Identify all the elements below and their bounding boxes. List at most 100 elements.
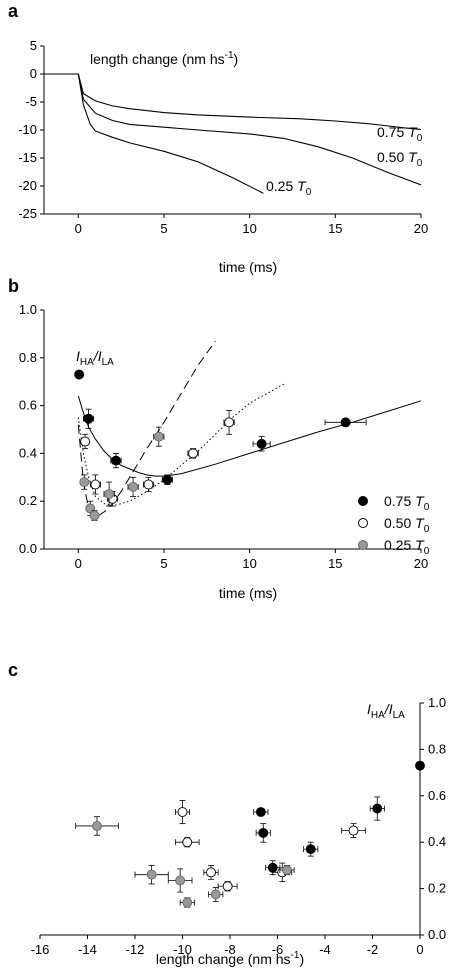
c-x-tick-label: -2 — [367, 942, 379, 957]
svg-text:0.75 T0: 0.75 T0 — [377, 124, 423, 144]
c-x-tick-label: -6 — [272, 942, 284, 957]
c-point-s2-2 — [175, 875, 186, 886]
panel-b-data-points — [74, 369, 367, 521]
c-y-tick-label: 0.4 — [428, 834, 446, 849]
b-y-tick-label: 0.4 — [19, 445, 37, 460]
c-point-s2-5 — [282, 865, 292, 875]
c-y-tick-label: 0.0 — [428, 927, 446, 942]
panel-c-chart: c 0.0 0.2 0.4 0.6 0.8 1.0 -16 -14 -12 -10 -8 -6 -4 -2… — [8, 660, 446, 967]
b-fit-solid — [77, 395, 422, 477]
b-point-s2-3 — [104, 489, 115, 499]
c-point-s2-4 — [210, 889, 221, 900]
c-y-tick-label: 0.8 — [428, 741, 446, 756]
b-x-tick-label: 5 — [160, 556, 167, 571]
b-point-s0-0 — [74, 369, 85, 380]
b-point-s0-5 — [340, 417, 351, 428]
c-point-s0-2 — [305, 844, 316, 855]
a-x-tick-label: 10 — [242, 221, 256, 236]
c-point-s1-0 — [348, 825, 359, 836]
c-point-s0-3 — [258, 827, 269, 838]
b-point-s0-3 — [162, 474, 173, 485]
a-y-tick-label: -15 — [18, 150, 37, 165]
b-x-tick-label: 20 — [414, 556, 428, 571]
b-point-s0-2 — [111, 455, 121, 466]
b-point-s0-4 — [256, 438, 267, 449]
c-point-s0-1 — [372, 803, 383, 814]
b-x-tick-label: 15 — [328, 556, 342, 571]
b-y-tick-label: 0.8 — [19, 350, 37, 365]
panel-b-label: b — [8, 276, 19, 296]
panel-a-traces — [44, 73, 422, 194]
a-x-tick-label: 5 — [160, 221, 167, 236]
a-y-tick-label: -20 — [18, 178, 37, 193]
c-point-s2-0 — [92, 821, 102, 831]
b-point-s2-5 — [153, 431, 164, 442]
panel-c-y-axis-title: IHA/ILA — [367, 701, 405, 721]
a-trace-2 — [77, 73, 264, 194]
trace-label-050: 0.50 T0 — [377, 149, 423, 169]
panel-c-x-axis-title: length change (nm hs-1) — [156, 950, 304, 967]
trace-label-075: 0.75 T0 — [377, 124, 423, 144]
c-y-tick-label: 1.0 — [428, 695, 446, 710]
svg-text:0.25 T0: 0.25 T0 — [384, 537, 430, 557]
c-point-s2-3 — [182, 897, 193, 908]
b-point-s1-5 — [224, 417, 235, 428]
b-point-s2-4 — [128, 481, 139, 492]
c-x-tick-label: -16 — [31, 942, 50, 957]
b-point-s2-2 — [89, 510, 100, 521]
a-y-tick-label: 0 — [30, 66, 37, 81]
panel-b-legend: 0.75 T0 0.50 T0 0.25 T0 — [358, 493, 430, 557]
b-point-s0-1 — [83, 413, 94, 424]
legend-marker-050 — [358, 518, 368, 528]
svg-text:0.50 T0: 0.50 T0 — [377, 149, 423, 169]
legend-item-025: 0.25 T0 — [358, 537, 430, 557]
c-x-tick-label: 0 — [416, 942, 423, 957]
c-x-tick-label: -12 — [126, 942, 145, 957]
panel-b-axes: 0.0 0.2 0.4 0.6 0.8 1.0 0 5 10 15 20 — [19, 302, 428, 571]
b-point-s2-0 — [79, 477, 90, 488]
legend-marker-075 — [358, 496, 368, 506]
a-y-tick-label: -5 — [25, 94, 37, 109]
trace-label-025: 0.25 T0 — [266, 178, 312, 198]
c-y-tick-label: 0.6 — [428, 788, 446, 803]
legend-marker-025 — [358, 540, 368, 550]
a-y-tick-label: 5 — [30, 38, 37, 53]
c-point-s0-4 — [255, 807, 266, 817]
c-x-tick-label: -10 — [173, 942, 192, 957]
c-y-tick-label: 0.2 — [428, 881, 446, 896]
c-point-s1-3 — [206, 867, 216, 878]
c-x-tick-label: -4 — [319, 942, 331, 957]
b-y-tick-label: 0.0 — [19, 541, 37, 556]
b-point-s1-1 — [90, 479, 101, 490]
panel-a-annotation: length change (nm hs-1) — [90, 50, 238, 67]
c-point-s2-1 — [146, 869, 157, 880]
b-x-tick-label: 0 — [75, 556, 82, 571]
b-point-s1-0 — [80, 436, 91, 447]
legend-item-050: 0.50 T0 — [358, 515, 430, 535]
panel-b-y-axis-title: IHA/ILA — [76, 348, 114, 368]
panel-b-x-axis-title: time (ms) — [219, 585, 277, 601]
b-y-tick-label: 0.2 — [19, 493, 37, 508]
b-fit-dashed — [77, 340, 216, 516]
svg-text:0.25 T0: 0.25 T0 — [266, 178, 312, 198]
a-x-tick-label: 0 — [75, 221, 82, 236]
c-point-s1-2 — [222, 881, 233, 892]
a-trace-1 — [77, 73, 422, 186]
c-x-tick-label: -14 — [78, 942, 97, 957]
panel-a-chart: a 5 0 -5 -10 -15 -20 -25 0 5 10 15 20 length change… — [8, 1, 428, 275]
svg-text:0.50 T0: 0.50 T0 — [384, 515, 430, 535]
a-y-tick-label: -10 — [18, 122, 37, 137]
b-y-tick-label: 1.0 — [19, 302, 37, 317]
panel-c-label: c — [8, 660, 18, 680]
a-x-tick-label: 15 — [328, 221, 342, 236]
panel-b-chart: b 0.0 0.2 0.4 0.6 0.8 1.0 0 5 10 15 20 IHA/ILA 0.7… — [8, 276, 430, 601]
panel-a-axes: 5 0 -5 -10 -15 -20 -25 0 5 10 15 20 — [18, 38, 428, 236]
b-x-tick-label: 10 — [242, 556, 256, 571]
a-x-tick-label: 20 — [414, 221, 428, 236]
a-y-tick-label: -25 — [18, 206, 37, 221]
c-x-tick-label: -8 — [224, 942, 236, 957]
panel-a-label: a — [8, 1, 19, 21]
c-point-s0-0 — [415, 760, 425, 771]
panel-c-data-points — [75, 760, 425, 908]
